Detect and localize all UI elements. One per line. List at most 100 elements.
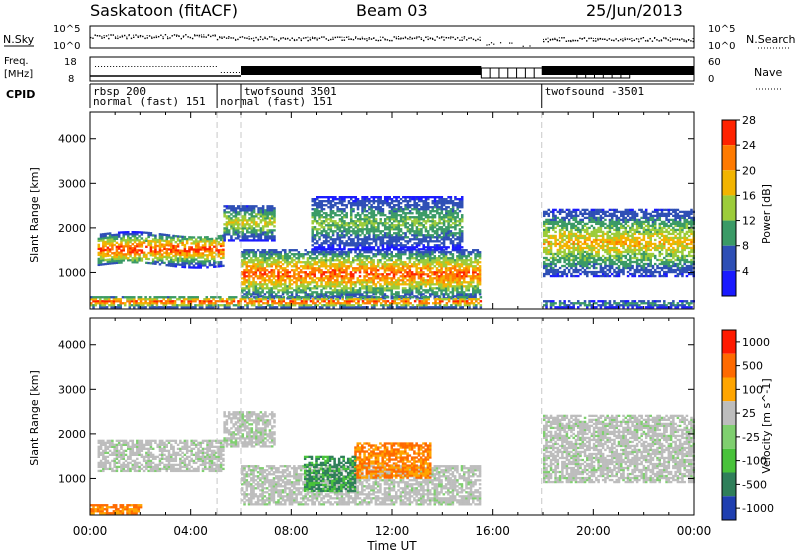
echo-cell: [354, 242, 358, 245]
echo-cell: [133, 241, 137, 244]
freq-point: [188, 66, 190, 67]
echo-cell: [299, 285, 303, 288]
noise-sky-point: [189, 36, 192, 39]
echo-cell: [372, 226, 376, 229]
echo-cell: [438, 236, 441, 239]
echo-cell: [449, 226, 453, 229]
echo-cell: [370, 204, 373, 207]
echo-cell: [225, 233, 229, 236]
frequency-nave-traces: [90, 66, 694, 79]
echo-cell: [167, 252, 171, 255]
echo-cell: [469, 261, 473, 264]
echo-cell: [297, 259, 301, 262]
echo-cell: [176, 243, 180, 246]
echo-cell: [447, 279, 450, 282]
echo-cell: [365, 283, 369, 286]
echo-cell: [438, 220, 441, 223]
echo-cell: [440, 236, 444, 239]
echo-cell: [436, 230, 439, 233]
noise-sky-point: [472, 38, 475, 41]
echo-cell: [164, 296, 168, 299]
echo-cell: [476, 269, 480, 272]
echo-cell: [478, 261, 482, 264]
noise-sky-point: [196, 34, 198, 37]
echo-cell: [422, 244, 425, 247]
echo-cell: [104, 244, 107, 248]
echo-cell: [415, 222, 419, 225]
echo-cell: [372, 265, 375, 268]
noise-sky-point: [162, 37, 164, 40]
echo-cell: [397, 263, 400, 266]
echo-cell: [331, 234, 335, 237]
echo-cell: [288, 281, 292, 284]
echo-cell: [433, 240, 437, 243]
echo-cell: [176, 235, 180, 238]
echo-cell: [381, 257, 384, 260]
echo-cell: [358, 291, 362, 294]
echo-cell: [359, 224, 362, 227]
freq-point: [146, 66, 148, 67]
echo-cell: [381, 248, 385, 251]
noise-search-point: [178, 35, 180, 37]
echo-cell: [147, 239, 150, 243]
echo-cell: [157, 296, 161, 299]
echo-cell: [167, 298, 170, 301]
echo-cell: [458, 200, 462, 203]
echo-cell: [97, 239, 101, 242]
echo-cell: [426, 202, 430, 205]
echo-cell: [438, 226, 441, 229]
echo-cell: [361, 246, 364, 249]
echo-cell: [114, 306, 118, 309]
echo-cell: [102, 247, 105, 250]
echo-cell: [336, 275, 339, 278]
echo-cell: [140, 231, 144, 234]
echo-cell: [255, 306, 258, 309]
echo-cell: [465, 267, 468, 270]
echo-cell: [204, 236, 207, 239]
echo-cell: [451, 281, 455, 284]
echo-cell: [213, 239, 216, 242]
echo-cell: [383, 218, 387, 221]
echo-cell: [99, 235, 103, 238]
echo-cell: [272, 295, 276, 298]
echo-cell: [358, 253, 362, 256]
echo-cell: [261, 225, 265, 228]
echo-cell: [243, 223, 247, 226]
echo-cell: [415, 291, 418, 294]
echo-cell: [406, 279, 409, 282]
echo-cell: [299, 275, 303, 278]
echo-cell: [281, 255, 285, 258]
echo-cell: [250, 209, 254, 212]
echo-cell: [122, 237, 125, 240]
echo-cell: [302, 255, 305, 258]
echo-cell: [388, 257, 391, 260]
echo-cell: [383, 202, 387, 205]
echo-cell: [408, 206, 412, 209]
echo-cell: [433, 293, 437, 296]
echo-cell: [397, 265, 400, 268]
echo-cell: [340, 293, 344, 296]
echo-cell: [449, 212, 453, 215]
echo-cell: [192, 260, 196, 263]
echo-cell: [181, 263, 184, 267]
echo-cell: [347, 196, 351, 199]
echo-cell: [472, 295, 475, 298]
noise-search-point: [373, 37, 375, 39]
echo-cell: [214, 300, 218, 303]
echo-cell: [329, 236, 333, 239]
echo-cell: [250, 213, 254, 216]
echo-cell: [438, 244, 441, 247]
echo-cell: [225, 229, 229, 232]
echo-cell: [295, 249, 298, 252]
echo-cell: [252, 279, 255, 282]
echo-cell: [92, 300, 95, 303]
echo-cell: [331, 285, 335, 288]
echo-cell: [313, 253, 316, 256]
echo-cell: [115, 249, 119, 252]
echo-cell: [390, 198, 394, 201]
echo-cell: [327, 279, 330, 282]
noise-sky-point: [413, 37, 416, 39]
echo-cell: [234, 211, 238, 214]
echo-cell: [315, 257, 319, 260]
echo-cell: [147, 233, 150, 237]
